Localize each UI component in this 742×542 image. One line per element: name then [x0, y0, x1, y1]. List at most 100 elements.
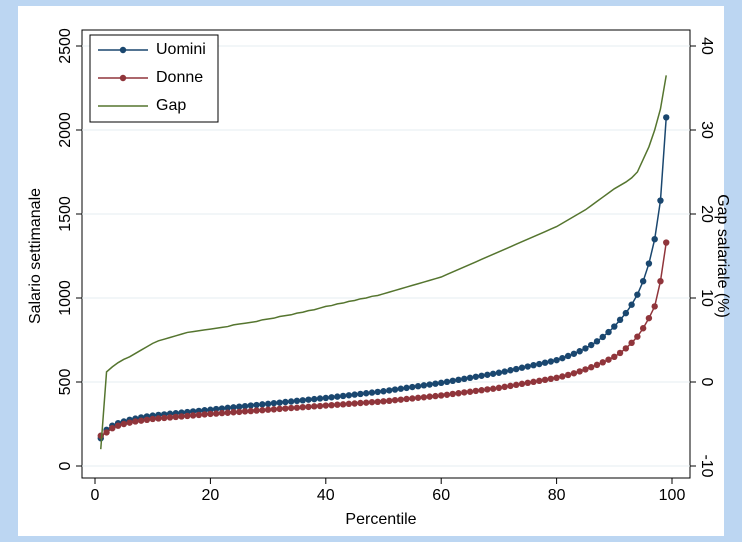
- series-marker: [328, 394, 335, 401]
- series-marker: [651, 303, 658, 310]
- series-marker: [391, 386, 399, 393]
- series-marker: [161, 414, 168, 422]
- series-marker: [449, 390, 456, 398]
- y-tick-label: 1000: [57, 280, 74, 316]
- series-marker: [524, 379, 531, 387]
- series-marker: [507, 367, 514, 374]
- series-marker: [351, 391, 358, 398]
- series-marker: [316, 402, 324, 410]
- series-marker: [109, 425, 116, 432]
- y2-tick-label: 0: [698, 378, 715, 387]
- series-marker: [132, 418, 139, 425]
- series-marker: [513, 381, 520, 389]
- y-tick-label: 0: [57, 461, 74, 470]
- series-marker: [236, 403, 243, 410]
- series-marker: [651, 236, 658, 243]
- series-marker: [593, 361, 601, 369]
- series-marker: [657, 278, 664, 285]
- series-marker: [438, 392, 445, 399]
- series-marker: [345, 392, 353, 399]
- x-tick-label: 20: [202, 487, 220, 504]
- series-marker: [218, 409, 226, 417]
- y-axis-title: Salario settimanale: [27, 188, 44, 324]
- series-marker: [166, 414, 174, 421]
- series-marker: [339, 401, 347, 408]
- series-marker: [334, 393, 341, 400]
- series-marker: [605, 356, 612, 363]
- legend-marker: [119, 46, 127, 54]
- series-marker: [461, 389, 468, 396]
- series-marker: [189, 412, 197, 419]
- series-marker: [409, 383, 416, 391]
- series-marker: [501, 383, 508, 391]
- series-marker: [184, 412, 191, 420]
- series-marker: [472, 387, 480, 395]
- series-marker: [599, 359, 606, 366]
- series-marker: [316, 395, 324, 402]
- series-marker: [426, 381, 433, 388]
- series-marker: [97, 432, 104, 439]
- series-marker: [368, 398, 376, 406]
- series-marker: [495, 384, 503, 392]
- series-marker: [212, 410, 220, 417]
- series-marker: [357, 390, 364, 398]
- series-marker: [559, 354, 566, 362]
- x-tick-label: 40: [317, 487, 335, 504]
- series-marker: [264, 406, 272, 413]
- series-marker: [299, 404, 306, 411]
- series-marker: [663, 114, 670, 121]
- series-marker: [374, 398, 381, 406]
- series-marker: [287, 404, 295, 412]
- y2-axis-title: Gap salariale (%): [714, 194, 731, 318]
- series-marker: [547, 375, 555, 383]
- series-marker: [247, 402, 254, 409]
- legend-label: Donne: [156, 69, 203, 86]
- series-marker: [645, 314, 653, 322]
- series-marker: [253, 407, 260, 414]
- series-marker: [362, 399, 370, 406]
- series-marker: [553, 374, 560, 381]
- series-marker: [461, 375, 468, 383]
- series-marker: [657, 197, 664, 204]
- series-marker: [541, 359, 549, 366]
- series-marker: [293, 404, 301, 411]
- series-marker: [611, 353, 618, 360]
- y-tick-label: 2500: [57, 28, 74, 64]
- series-marker: [137, 417, 145, 424]
- series-marker: [270, 399, 278, 407]
- series-marker: [541, 376, 549, 384]
- series-marker: [466, 374, 474, 381]
- series-marker: [380, 398, 387, 405]
- series-marker: [207, 410, 214, 418]
- series-marker: [287, 398, 295, 405]
- series-marker: [212, 405, 220, 413]
- series-marker: [605, 328, 612, 336]
- y2-tick-label: 20: [698, 205, 715, 223]
- series-marker: [553, 356, 560, 364]
- series-marker: [622, 345, 630, 352]
- series-marker: [432, 392, 439, 400]
- series-marker: [299, 397, 306, 404]
- x-tick-label: 80: [548, 487, 566, 504]
- series-marker: [282, 405, 289, 412]
- series-marker: [507, 382, 514, 390]
- series-marker: [530, 362, 537, 369]
- series-marker: [489, 385, 497, 392]
- series-marker: [276, 399, 283, 406]
- series-marker: [195, 411, 203, 419]
- series-marker: [634, 291, 641, 298]
- y2-tick-label: 10: [698, 289, 715, 307]
- series-marker: [455, 376, 462, 384]
- series-marker: [351, 400, 358, 407]
- series-marker: [345, 400, 353, 408]
- series-marker: [305, 403, 312, 411]
- series-marker: [120, 420, 128, 428]
- series-marker: [455, 390, 462, 397]
- series-marker: [484, 386, 491, 393]
- series-marker: [616, 316, 624, 324]
- series-marker: [374, 388, 381, 396]
- series-marker: [397, 396, 405, 403]
- series-marker: [628, 301, 635, 308]
- y2-tick-label: -10: [698, 454, 715, 477]
- series-marker: [478, 387, 485, 394]
